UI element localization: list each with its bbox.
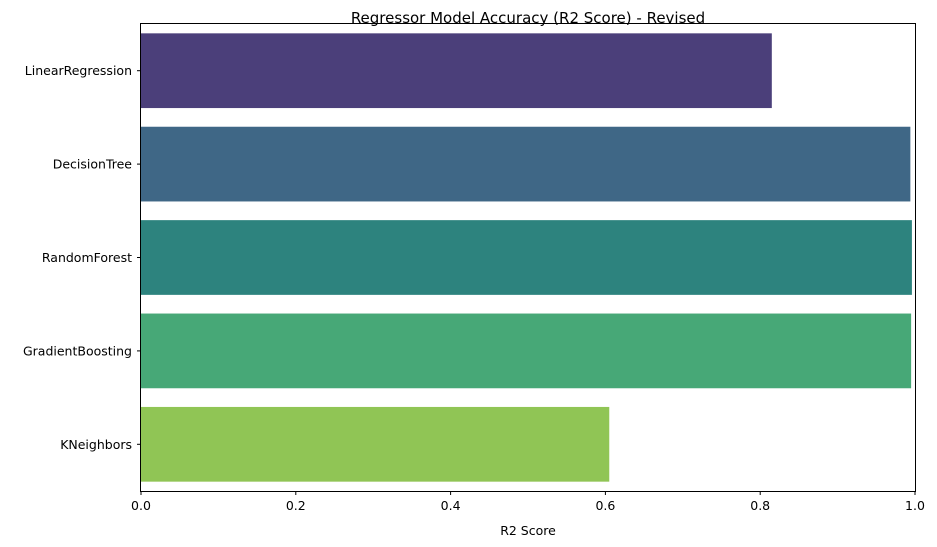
bar-decisiontree <box>141 126 911 202</box>
x-tick-label: 0.0 <box>131 498 151 513</box>
y-tick-label: LinearRegression <box>25 63 132 78</box>
y-tick-label: KNeighbors <box>60 437 132 452</box>
x-tick-label: 0.2 <box>286 498 306 513</box>
x-tick-label: 0.8 <box>750 498 770 513</box>
y-tick-label: RandomForest <box>42 250 132 265</box>
plot-frame <box>140 23 916 492</box>
x-tick-label: 0.6 <box>595 498 615 513</box>
bars-group <box>141 33 912 482</box>
y-axis-ticks: LinearRegression DecisionTree RandomForest… <box>23 63 141 452</box>
y-tick-label: DecisionTree <box>53 157 133 172</box>
bar-linearregression <box>141 33 772 109</box>
chart-title: Regressor Model Accuracy (R2 Score) - Re… <box>351 9 705 27</box>
bar-kneighbors <box>141 406 610 482</box>
y-tick-label: GradientBoosting <box>23 343 132 358</box>
x-tick-label: 1.0 <box>905 498 925 513</box>
bar-randomforest <box>141 220 912 295</box>
x-tick-label: 0.4 <box>441 498 461 513</box>
x-axis-label: R2 Score <box>500 523 556 538</box>
bar-gradientboosting <box>141 313 912 389</box>
x-axis-ticks: 0.0 0.2 0.4 0.6 0.8 1.0 <box>131 491 925 513</box>
